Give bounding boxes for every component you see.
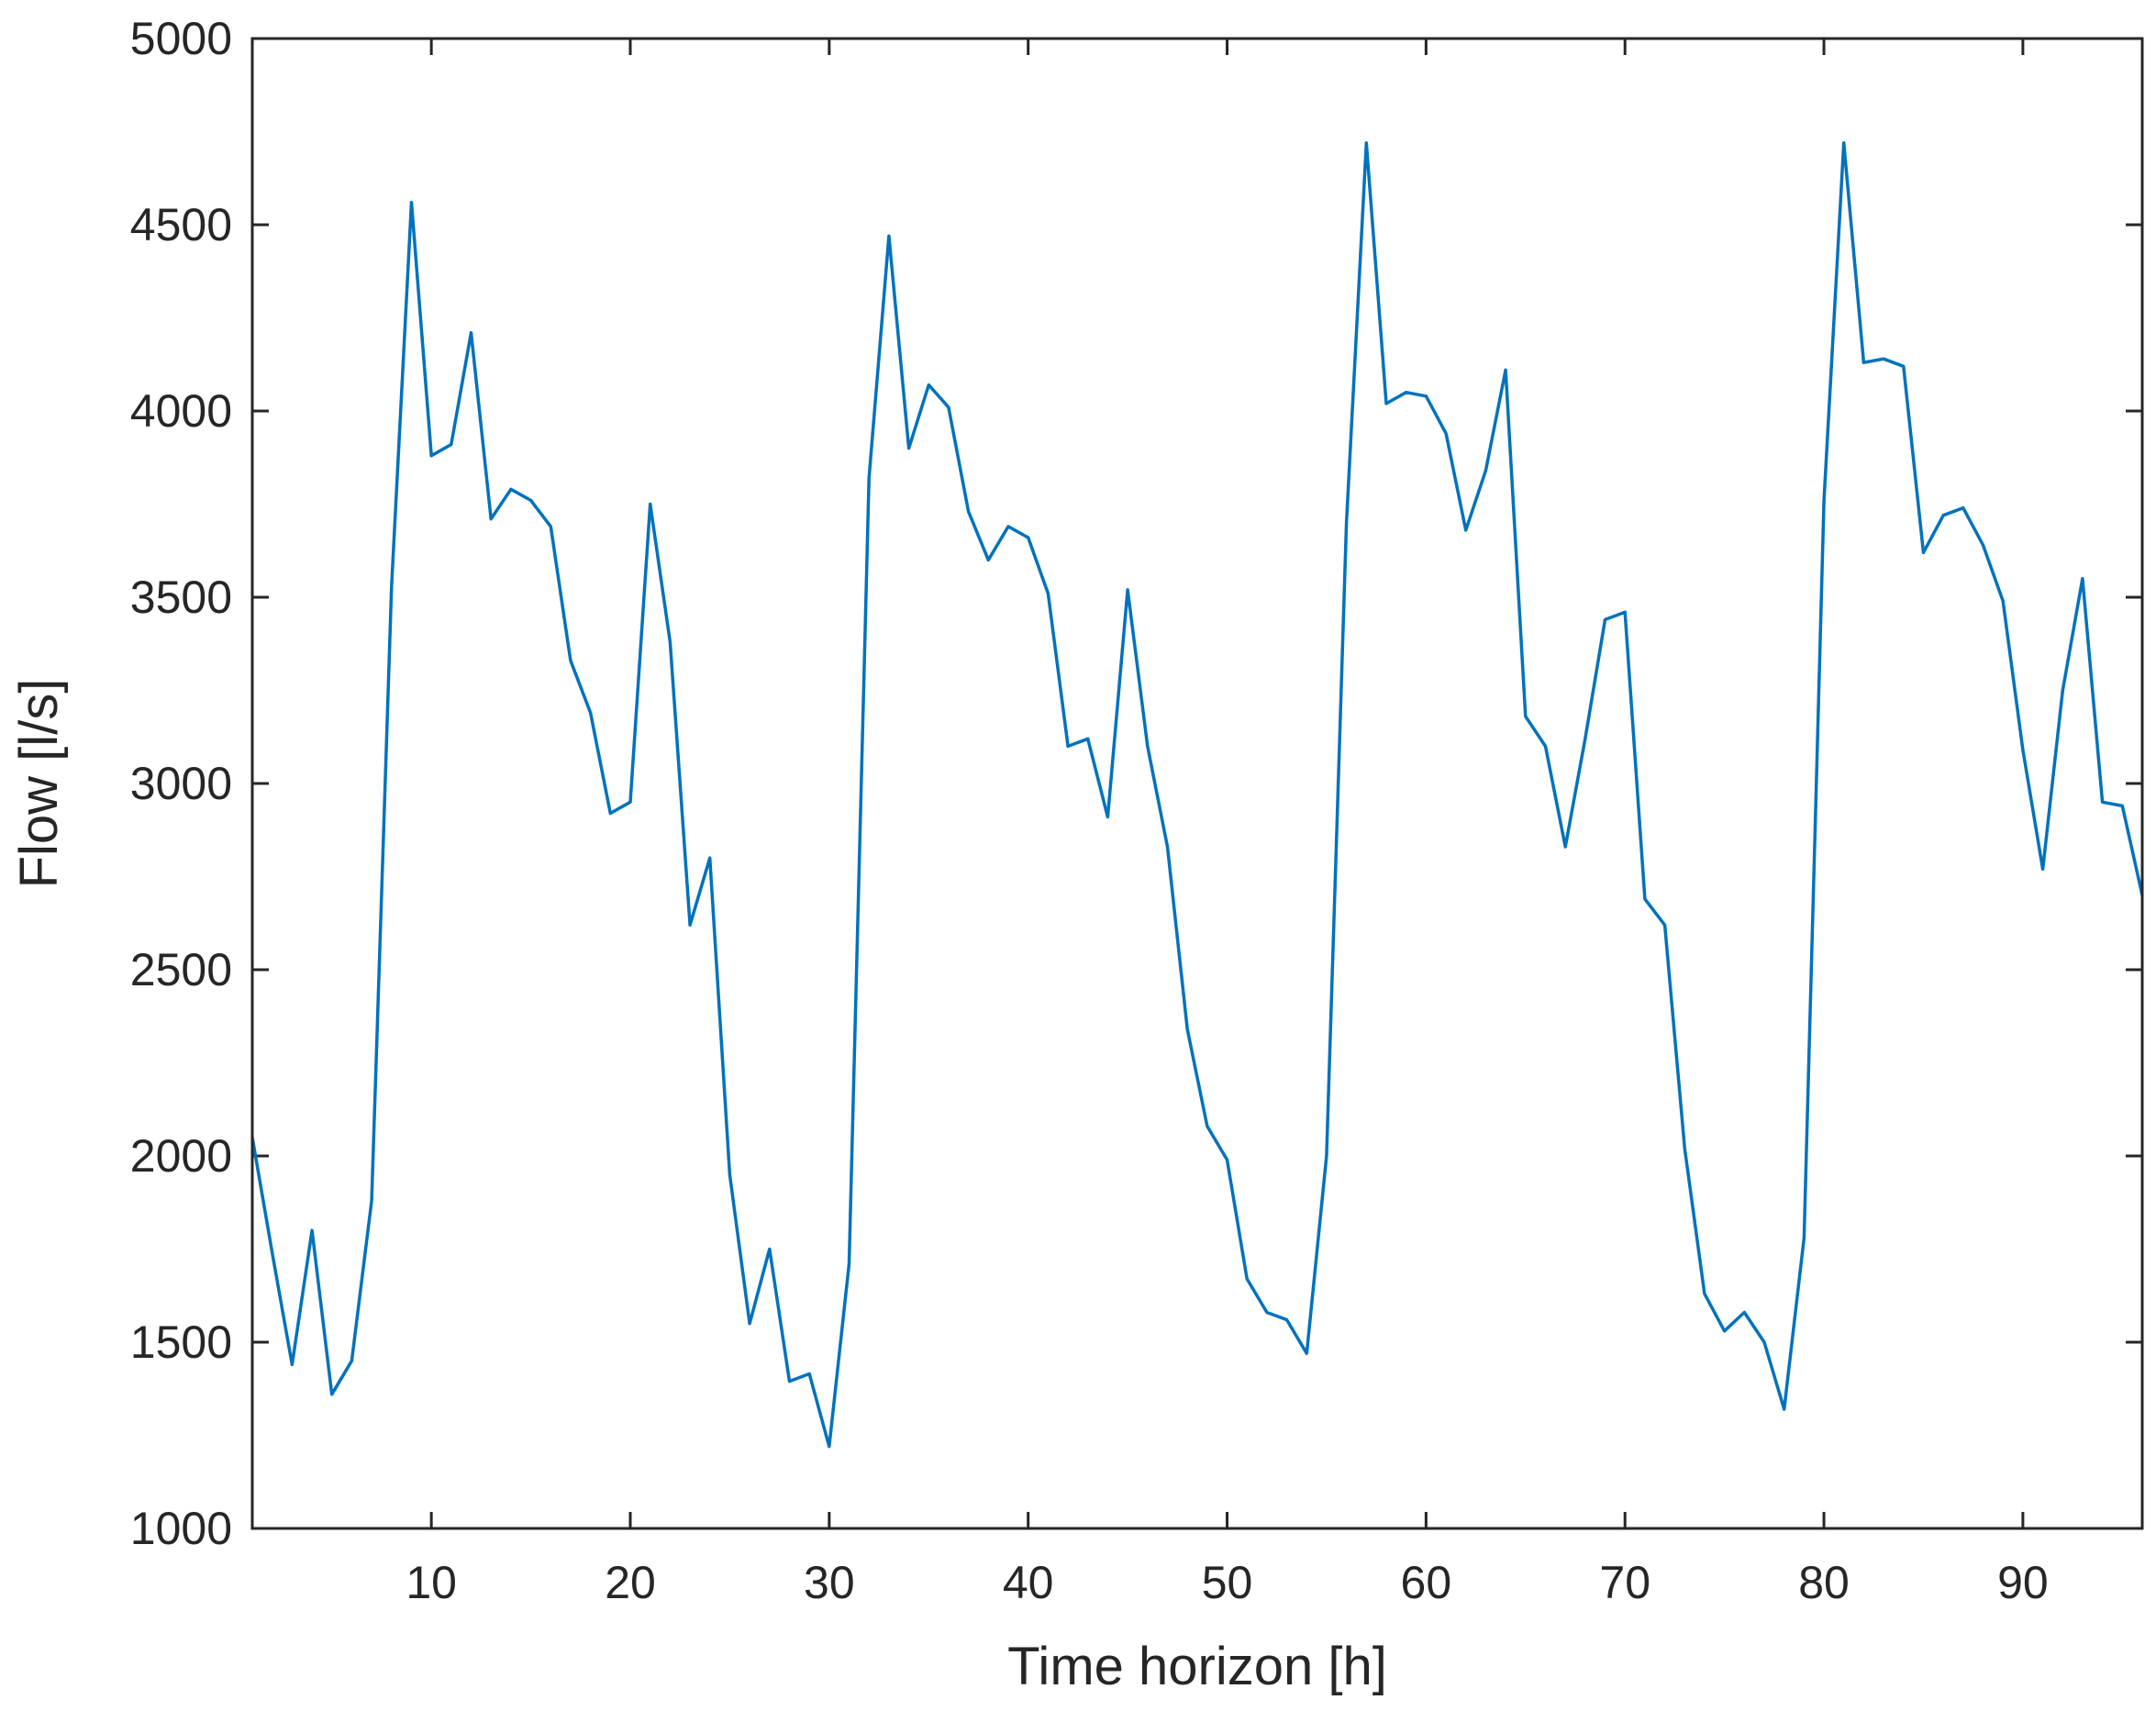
series-line-0 (250, 140, 2144, 1449)
x-tick-label: 90 (1997, 1557, 2049, 1608)
y-tick-label: 2000 (130, 1130, 232, 1182)
x-tick-label: 60 (1401, 1557, 1452, 1608)
y-tick-label: 4000 (130, 385, 232, 437)
x-tick-label: 80 (1798, 1557, 1850, 1608)
x-tick-label: 20 (605, 1557, 656, 1608)
x-axis-ticks: 10 20 30 40 50 60 70 80 90 (406, 39, 2049, 1608)
y-tick-label: 1000 (130, 1503, 232, 1554)
y-tick-label: 1500 (130, 1316, 232, 1368)
x-tick-label: 10 (406, 1557, 457, 1608)
y-tick-label: 2500 (130, 944, 232, 995)
y-axis-ticks: 1000 1500 2000 2500 3000 3500 4000 4500 5000 (130, 13, 2142, 1554)
x-tick-label: 30 (804, 1557, 855, 1608)
x-tick-label: 70 (1599, 1557, 1650, 1608)
x-axis-label: Time horizon [h] (1007, 1637, 1387, 1696)
y-axis-label: Flow [l/s] (9, 679, 69, 889)
y-tick-label: 4500 (130, 199, 232, 250)
y-tick-label: 3500 (130, 572, 232, 623)
series-layer (250, 140, 2144, 1449)
plot-frame (250, 37, 2144, 1530)
x-tick-label: 50 (1202, 1557, 1253, 1608)
y-tick-label: 5000 (130, 13, 232, 64)
x-tick-label: 40 (1003, 1557, 1054, 1608)
y-tick-label: 3000 (130, 758, 232, 809)
